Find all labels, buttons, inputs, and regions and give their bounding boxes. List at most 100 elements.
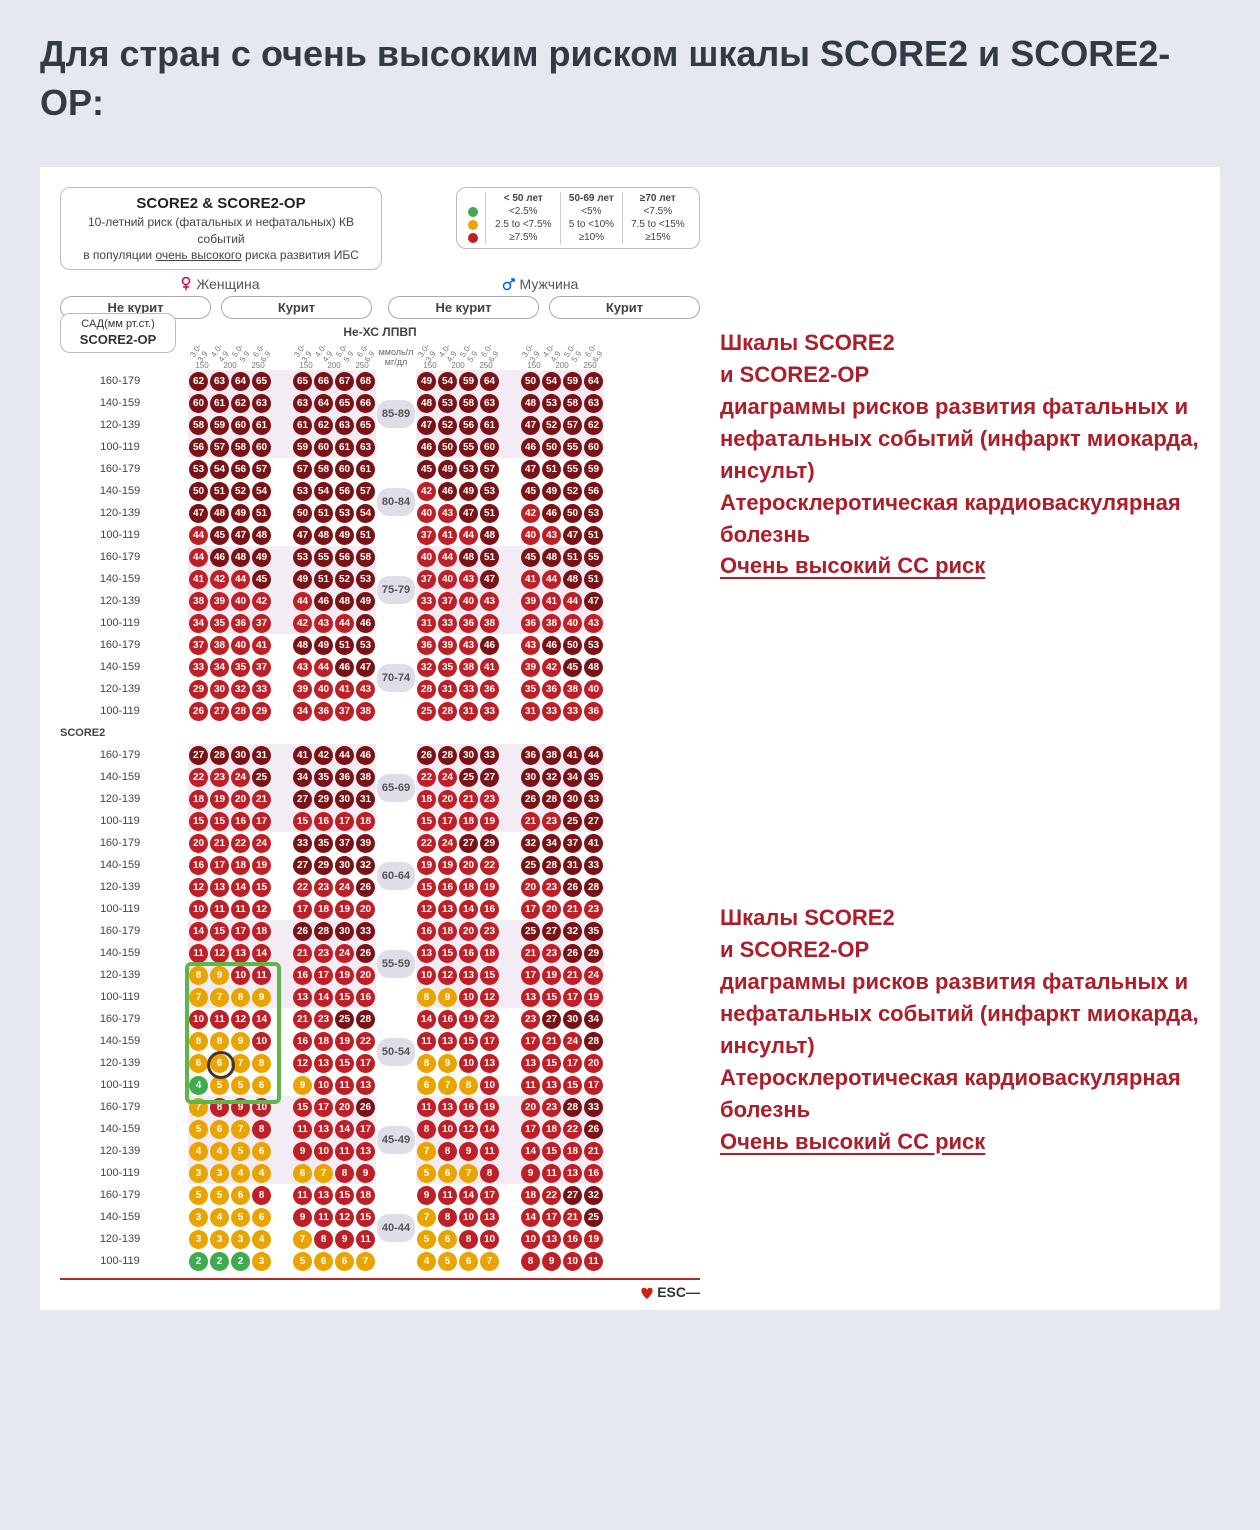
risk-cell: 30	[521, 768, 540, 787]
risk-cell: 43	[438, 504, 457, 523]
risk-cell: 25	[521, 922, 540, 941]
risk-cell: 35	[584, 768, 603, 787]
risk-cell: 41	[563, 746, 582, 765]
risk-cell: 10	[438, 1120, 457, 1139]
panel-f-yes: 42434446	[292, 612, 376, 634]
age-pill: 60-64	[377, 862, 415, 890]
panel-f-yes: 9101113	[292, 1140, 376, 1162]
panel-m-no: 15161819	[416, 876, 500, 898]
panel-m-yes: 25283133	[520, 854, 604, 876]
risk-cell: 9	[293, 1076, 312, 1095]
risk-cell: 44	[189, 548, 208, 567]
risk-cell: 32	[417, 658, 436, 677]
panel-f-no: 16171819	[188, 854, 272, 876]
sbp-label: 120-139	[60, 788, 188, 810]
risk-cell: 36	[314, 702, 333, 721]
age-pill: 70-74	[377, 664, 415, 692]
risk-cell: 62	[314, 416, 333, 435]
sbp-label: 160-179	[60, 1184, 188, 1206]
panel-m-no: 22242527	[416, 766, 500, 788]
risk-cell: 53	[189, 460, 208, 479]
risk-cell: 8	[252, 1186, 271, 1205]
smoke-yes-f: Курит	[221, 296, 372, 319]
panel-f-no: 47484951	[188, 502, 272, 524]
sbp-label: 160-179	[60, 458, 188, 480]
risk-cell: 10	[252, 1032, 271, 1051]
risk-cell: 45	[252, 570, 271, 589]
risk-cell: 41	[293, 746, 312, 765]
risk-cell: 14	[252, 1010, 271, 1029]
risk-cell: 24	[252, 834, 271, 853]
risk-cell: 8	[252, 1054, 271, 1073]
risk-cell: 50	[563, 636, 582, 655]
risk-cell: 18	[521, 1186, 540, 1205]
risk-cell: 39	[521, 592, 540, 611]
risk-cell: 51	[542, 460, 561, 479]
risk-cell: 7	[231, 1120, 250, 1139]
risk-cell: 48	[210, 504, 229, 523]
risk-cell: 16	[189, 856, 208, 875]
age-pill: 40-44	[377, 1214, 415, 1242]
panel-f-no: 44464849	[188, 546, 272, 568]
risk-cell: 39	[356, 834, 375, 853]
risk-cell: 20	[231, 790, 250, 809]
risk-cell: 14	[459, 1186, 478, 1205]
risk-cell: 17	[480, 1032, 499, 1051]
risk-cell: 31	[252, 746, 271, 765]
risk-cell: 9	[438, 988, 457, 1007]
risk-row: 140-159111213142123242655-59131516182123…	[60, 942, 604, 964]
panel-m-no: 19192022	[416, 854, 500, 876]
risk-cell: 19	[438, 856, 457, 875]
risk-cell: 61	[356, 460, 375, 479]
risk-row: 100-119222356674567891011	[60, 1250, 604, 1272]
panel-m-no: 891012	[416, 986, 500, 1008]
risk-cell: 48	[480, 526, 499, 545]
risk-cell: 13	[521, 988, 540, 1007]
risk-row: 120-13958596061616263654752566147525762	[60, 414, 604, 436]
panel-m-yes: 50545964	[520, 370, 604, 392]
risk-cell: 13	[459, 966, 478, 985]
risk-cell: 5	[231, 1142, 250, 1161]
risk-cell: 19	[480, 1098, 499, 1117]
risk-cell: 19	[210, 790, 229, 809]
risk-cell: 22	[356, 1032, 375, 1051]
panel-f-yes: 78911	[292, 1228, 376, 1250]
risk-cell: 32	[521, 834, 540, 853]
risk-cell: 10	[480, 1076, 499, 1095]
risk-row: 160-17914151718262830331618202325273235	[60, 920, 604, 942]
risk-cell: 37	[335, 702, 354, 721]
risk-cell: 50	[438, 438, 457, 457]
panel-f-yes: 49515253	[292, 568, 376, 590]
risk-cell: 5	[189, 1186, 208, 1205]
risk-cell: 43	[521, 636, 540, 655]
panel-m-yes: 45485155	[520, 546, 604, 568]
risk-cell: 17	[584, 1076, 603, 1095]
panel-m-yes: 14151821	[520, 1140, 604, 1162]
panel-m-yes: 21232527	[520, 810, 604, 832]
sbp-label: 140-159	[60, 568, 188, 590]
risk-cell: 44	[314, 658, 333, 677]
panel-f-no: 20212224	[188, 832, 272, 854]
panel-m-yes: 20232833	[520, 1096, 604, 1118]
risk-row: 100-11944454748474849513741444840434751	[60, 524, 604, 546]
risk-cell: 3	[252, 1252, 271, 1271]
panel-f-no: 3456	[188, 1206, 272, 1228]
risk-cell: 10	[459, 1208, 478, 1227]
risk-cell: 15	[293, 812, 312, 831]
risk-cell: 59	[210, 416, 229, 435]
risk-cell: 9	[231, 1032, 250, 1051]
risk-cell: 44	[189, 526, 208, 545]
risk-cell: 48	[584, 658, 603, 677]
chart-title-box: SCORE2 & SCORE2-OP 10-летний риск (фатал…	[60, 187, 382, 270]
risk-cell: 6	[335, 1252, 354, 1271]
risk-cell: 22	[480, 1010, 499, 1029]
age-pill: 55-59	[377, 950, 415, 978]
risk-cell: 15	[293, 1098, 312, 1117]
risk-row: 120-13912131415222324261516181920232628	[60, 876, 604, 898]
risk-cell: 44	[459, 526, 478, 545]
sbp-label: 140-159	[60, 480, 188, 502]
risk-cell: 36	[480, 680, 499, 699]
risk-cell: 41	[438, 526, 457, 545]
risk-cell: 43	[584, 614, 603, 633]
risk-cell: 13	[417, 944, 436, 963]
